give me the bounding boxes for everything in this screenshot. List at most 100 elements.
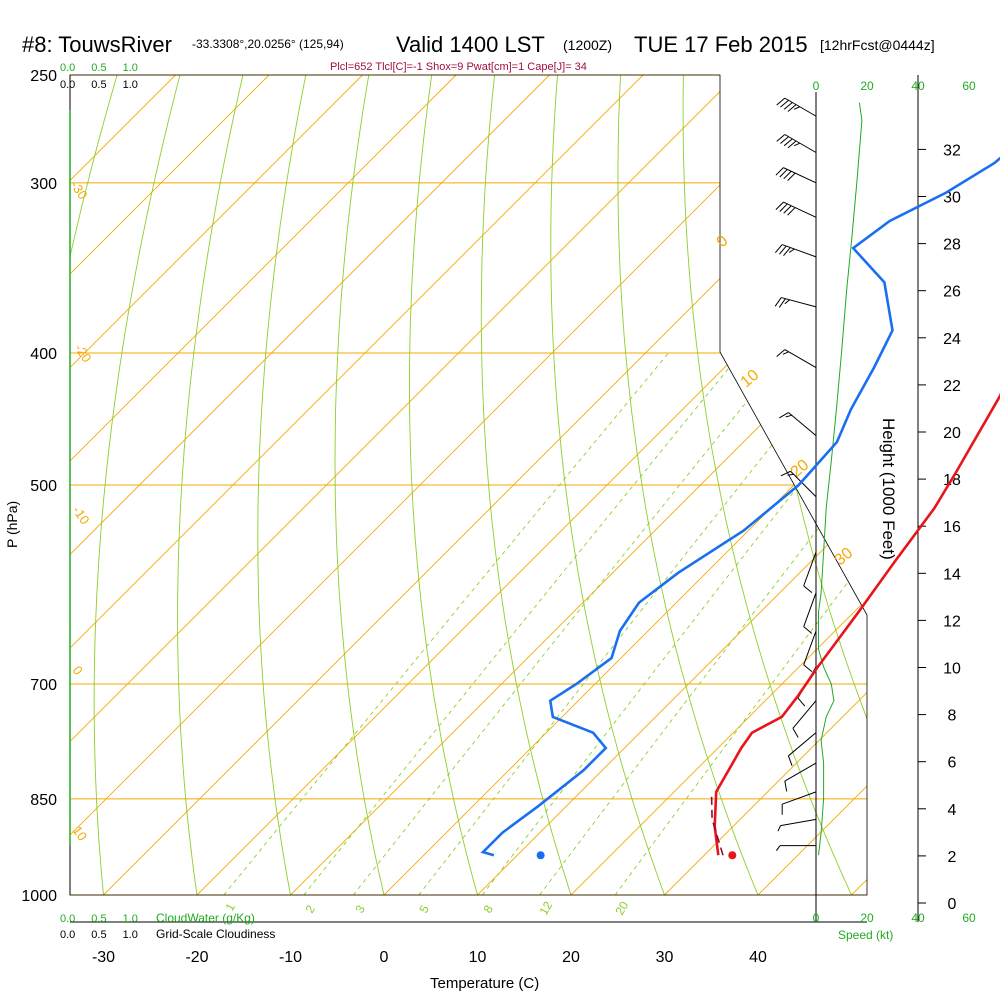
isotherm-line <box>70 75 550 895</box>
wind-barb-staff <box>792 700 817 729</box>
wind-barb-staff <box>784 134 817 153</box>
wind-barb <box>777 818 817 832</box>
isotherm-line <box>196 75 867 895</box>
mixing-ratio-line <box>223 352 669 895</box>
cloudiness-scale-top: 0.0 0.5 1.0 <box>60 79 138 91</box>
dry-adiabat-line <box>409 75 487 895</box>
height-tick-label: 30 <box>943 190 961 207</box>
wind-barb <box>803 551 817 594</box>
parcel-line <box>710 791 724 856</box>
wind-barb-flag <box>785 414 792 418</box>
wind-barb-flag <box>780 470 791 477</box>
temperature-tick-label: 40 <box>749 949 767 966</box>
mixing-ratio-label: 12 <box>536 899 555 918</box>
temperature-tick-label: 10 <box>469 949 487 966</box>
wind-barb <box>775 167 817 184</box>
temperature-tick-labels: -30 -20 -10 0 10 20 30 40 <box>92 949 767 966</box>
speed-tick-label: 40 <box>911 79 925 93</box>
height-tick-label: 12 <box>943 613 961 630</box>
isotherm-label: 10 <box>70 823 91 843</box>
dewpoint-line <box>480 156 1000 857</box>
pressure-tick-label: 400 <box>30 346 57 363</box>
sounding-series <box>480 156 1000 860</box>
cloudwater-scale-bottom: 0.0 0.5 1.0 <box>60 913 138 925</box>
wind-barb <box>776 349 817 369</box>
wind-barb <box>784 762 817 792</box>
wind-barb-flag <box>787 207 796 216</box>
pressure-tick-label: 1000 <box>21 888 57 905</box>
pressure-tick-labels: 250 300 400 500 700 850 1000 <box>21 68 57 905</box>
speed-tick-label: 60 <box>962 911 976 925</box>
wind-barb <box>781 791 817 815</box>
wind-barb-staff <box>783 201 817 218</box>
wind-barb-flag <box>793 142 800 147</box>
mixing-ratio-label: 20 <box>612 899 631 918</box>
forecast-date: TUE 17 Feb 2015 <box>634 32 808 57</box>
dry-adiabat-line <box>550 75 676 895</box>
wind-barb-flag <box>777 825 781 832</box>
isotherm-line <box>70 75 363 895</box>
wind-barb <box>776 134 817 153</box>
wind-barb <box>792 700 817 738</box>
wind-barb-staff <box>780 818 817 827</box>
wind-barb-flag <box>784 780 788 792</box>
wind-barb-flag <box>779 169 788 178</box>
wind-barb-flag <box>783 247 791 257</box>
speed-tick-label: 60 <box>962 79 976 93</box>
wind-barb-flag <box>775 845 781 851</box>
wind-barb-flag <box>783 205 792 214</box>
speed-axis-label: Speed (kt) <box>838 928 893 942</box>
wind-barb-flag <box>787 473 794 476</box>
wind-barb-staff <box>783 167 817 184</box>
wind-barb-flag <box>783 102 793 110</box>
isotherm-line <box>477 75 867 895</box>
cloudiness-label: Grid-Scale Cloudiness <box>156 927 275 941</box>
wind-barb-flag <box>803 664 813 673</box>
wind-barb <box>775 845 816 851</box>
wind-barb-staff <box>790 470 817 498</box>
wind-barb <box>778 412 817 437</box>
wind-barb <box>780 470 817 498</box>
wind-barb-flag <box>787 104 797 112</box>
forecast-info: [12hrFcst@0444z] <box>820 37 935 53</box>
wind-barbs <box>774 97 817 851</box>
wind-barb-flag <box>793 106 800 110</box>
height-tick-label: 26 <box>943 284 961 301</box>
wind-barb <box>774 244 817 258</box>
wind-barb-flag <box>788 248 795 253</box>
height-tick-label: 10 <box>943 661 961 678</box>
wind-barb <box>803 630 817 673</box>
height-tick-label: 22 <box>943 378 961 395</box>
surface-temperature-dot <box>728 851 737 860</box>
height-axis-label: Height (1000 Feet) <box>879 418 898 560</box>
dry-adiabat-line <box>257 75 312 895</box>
wind-barb <box>775 201 817 218</box>
dry-adiabat-line <box>177 75 250 895</box>
wind-barb-staff <box>803 592 817 627</box>
surface-dewpoint-dot <box>536 851 545 860</box>
speed-tick-label: 0 <box>813 79 820 93</box>
wind-barb-flag <box>778 412 789 419</box>
wind-barb-flag <box>774 297 782 307</box>
wind-barb-flag <box>779 245 787 255</box>
wind-barb-flag <box>780 136 789 144</box>
wind-barb <box>774 297 817 308</box>
dry-adiabat-line <box>682 75 866 895</box>
speed-tick-label: 40 <box>911 911 925 925</box>
wind-barb-flag <box>775 201 784 210</box>
wind-barb-flag <box>774 244 783 254</box>
wind-barb-staff <box>782 791 817 805</box>
cloudwater-scale-top: 0.0 0.5 1.0 <box>60 62 138 74</box>
pressure-tick-label: 700 <box>30 677 57 694</box>
wind-barb-flag <box>782 351 789 355</box>
wind-barb-staff <box>784 762 817 782</box>
wind-barb-staff <box>803 630 817 666</box>
dry-adiabat-line <box>617 75 771 895</box>
cloudwater-label: CloudWater (g/Kg) <box>156 911 255 925</box>
wind-barb-staff <box>781 297 817 308</box>
temperature-tick-label: -20 <box>185 949 208 966</box>
y-axis-label: P (hPa) <box>4 501 20 548</box>
wind-barb-flag <box>787 172 796 182</box>
wind-barb-flag <box>776 97 786 106</box>
